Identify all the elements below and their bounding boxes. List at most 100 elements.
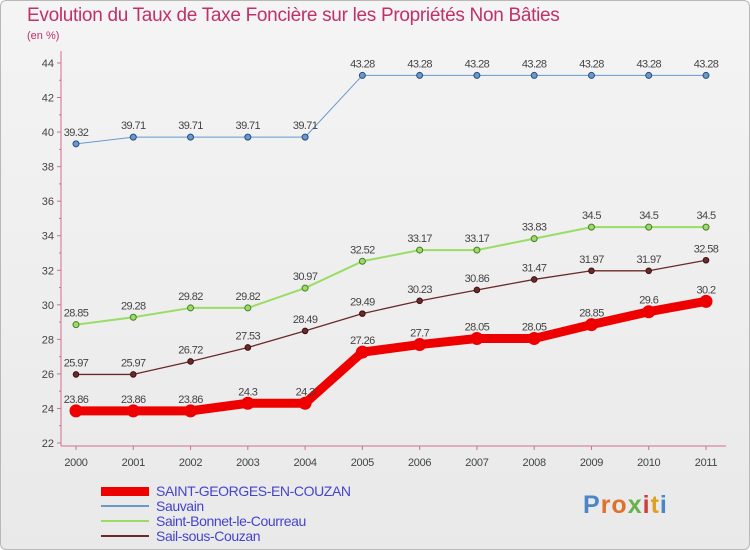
data-label-sauvain: 43.28 [636,58,661,70]
logo-letter: r [600,491,612,519]
data-label-sauvain: 39.32 [64,127,89,139]
data-label-sauvain: 43.28 [350,58,375,70]
y-tick-label: 44 [42,58,54,70]
data-label-sail-sous-couzan: 31.47 [522,262,547,274]
data-label-sail-sous-couzan: 26.72 [178,344,203,356]
data-label-sauvain: 43.28 [694,58,719,70]
series-line-sail-sous-couzan [75,259,707,376]
data-point-sauvain [244,133,252,141]
data-label-sail-sous-couzan: 31.97 [636,254,661,266]
data-label-saint-georges-en-couzan: 28.05 [465,322,490,334]
x-tick-label: 2008 [523,457,546,469]
data-label-sauvain: 39.71 [121,120,146,132]
data-label-sail-sous-couzan: 25.97 [121,357,146,369]
data-label-sail-sous-couzan: 27.53 [236,330,261,342]
data-label-sail-sous-couzan: 29.49 [350,297,375,309]
data-point-sail-sous-couzan [530,276,538,283]
data-point-saint-bonnet-le-courreau [473,246,481,254]
legend-label-saint-bonnet-le-courreau: Saint-Bonnet-le-Courreau [156,513,306,529]
data-point-sauvain [587,71,595,79]
y-tick-label: 40 [42,127,54,139]
data-label-saint-bonnet-le-courreau: 34.5 [696,210,715,222]
y-tick-label: 24 [42,403,54,415]
y-tick-label: 22 [42,438,54,450]
logo-letter: o [611,491,628,519]
data-label-saint-georges-en-couzan: 23.86 [121,394,146,406]
data-point-saint-georges-en-couzan [642,305,656,319]
data-label-sail-sous-couzan: 32.58 [694,243,719,255]
series-line-sauvain [75,74,707,145]
data-point-saint-bonnet-le-courreau [645,223,653,231]
data-point-saint-georges-en-couzan [298,396,312,410]
x-tick-label: 2009 [580,457,603,469]
y-tick-label: 42 [42,93,54,105]
data-label-saint-bonnet-le-courreau: 34.5 [582,210,601,222]
x-tick-label: 2005 [351,457,374,469]
data-point-sauvain [702,71,710,79]
data-point-sauvain [416,71,424,79]
legend-swatch-saint-bonnet-le-courreau [101,520,149,522]
data-point-saint-georges-en-couzan [126,404,140,418]
data-label-sail-sous-couzan: 25.97 [64,357,89,369]
data-label-saint-georges-en-couzan: 24.3 [296,386,315,398]
y-tick-label: 34 [42,231,54,243]
data-point-sail-sous-couzan [187,358,194,365]
x-tick-label: 2003 [236,457,259,469]
series-line-saint-georges-en-couzan [71,296,711,416]
data-label-saint-bonnet-le-courreau: 29.28 [121,300,146,312]
data-label-sauvain: 39.71 [293,120,318,132]
y-tick-label: 36 [42,196,54,208]
data-point-sauvain [129,133,137,141]
data-point-saint-bonnet-le-courreau [187,304,195,312]
data-label-saint-georges-en-couzan: 24.3 [238,386,257,398]
data-label-sauvain: 43.28 [465,58,490,70]
data-label-saint-georges-en-couzan: 29.6 [639,295,658,307]
x-tick-label: 2006 [408,457,431,469]
data-point-saint-georges-en-couzan [413,338,427,352]
data-point-saint-bonnet-le-courreau [416,246,424,254]
data-label-sail-sous-couzan: 28.49 [293,314,318,326]
legend-label-sail-sous-couzan: Sail-sous-Couzan [156,528,261,544]
data-point-sauvain [473,71,481,79]
data-point-sail-sous-couzan [588,267,595,275]
legend-swatch-sail-sous-couzan [101,535,149,537]
data-label-sail-sous-couzan: 30.86 [465,273,490,285]
logo-letter: P [583,491,601,519]
data-point-saint-georges-en-couzan [527,332,541,345]
data-point-sauvain [358,71,366,79]
data-point-sail-sous-couzan [702,256,710,264]
data-label-saint-georges-en-couzan: 28.85 [579,308,604,320]
data-point-sail-sous-couzan [645,267,653,275]
data-point-saint-bonnet-le-courreau [358,257,366,265]
y-tick-label: 32 [42,265,54,277]
data-label-sauvain: 43.28 [579,58,604,70]
data-point-sail-sous-couzan [301,327,309,335]
data-label-saint-georges-en-couzan: 23.86 [64,394,89,406]
data-point-sail-sous-couzan [129,371,137,378]
proxiti-logo: Proxiti [583,491,668,520]
data-label-saint-georges-en-couzan: 28.05 [522,322,547,334]
data-point-sauvain [530,71,538,79]
data-label-saint-georges-en-couzan: 27.26 [350,335,375,347]
y-tick-label: 28 [42,334,54,346]
data-label-saint-bonnet-le-courreau: 30.97 [293,271,318,283]
x-tick-label: 2001 [122,457,145,469]
data-point-sauvain [72,140,80,148]
data-label-saint-georges-en-couzan: 23.86 [178,394,203,406]
data-label-saint-georges-en-couzan: 27.7 [410,328,429,340]
data-label-saint-bonnet-le-courreau: 32.52 [350,244,375,256]
data-point-saint-georges-en-couzan [184,404,198,418]
data-label-saint-bonnet-le-courreau: 29.82 [236,291,261,303]
logo-letter: t [650,491,660,519]
data-point-saint-bonnet-le-courreau [530,235,538,243]
data-label-sauvain: 39.71 [178,120,203,132]
data-point-saint-georges-en-couzan [584,318,598,332]
data-point-sauvain [645,71,653,79]
data-point-sauvain [187,133,195,141]
data-point-saint-bonnet-le-courreau [587,223,595,231]
data-point-saint-georges-en-couzan [69,404,83,418]
series-line-saint-bonnet-le-courreau [75,226,707,326]
data-point-sail-sous-couzan [72,371,80,378]
logo-letter: i [659,491,668,519]
